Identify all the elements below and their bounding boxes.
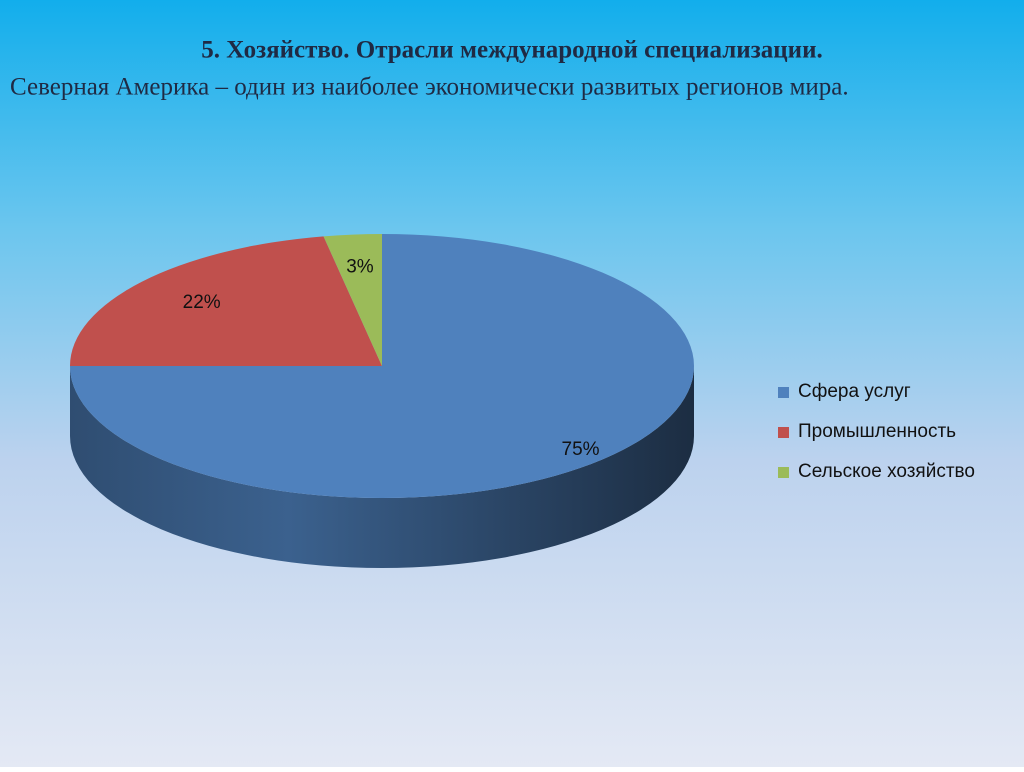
legend-swatch [778,467,789,478]
legend-label: Сельское хозяйство [798,461,975,482]
slice [323,234,382,366]
data-label: 22% [183,292,221,313]
legend-swatch [778,387,789,398]
legend: Сфера услуг Промышленность Сельское хозяйс… [778,381,975,482]
slice-side [70,366,694,568]
legend-label: Промышленность [798,421,956,442]
legend-swatch [778,427,789,438]
chart-title: 5. Хозяйство. Отрасли международной спец… [201,37,822,64]
data-label: 3% [346,256,374,277]
legend-label: Сфера услуг [798,381,911,402]
slice [70,236,382,366]
pie: 75% 22% 3% [70,234,694,568]
chart-subtitle: Северная Америка – один из наиболее экон… [10,74,849,101]
data-label: 75% [562,439,600,460]
